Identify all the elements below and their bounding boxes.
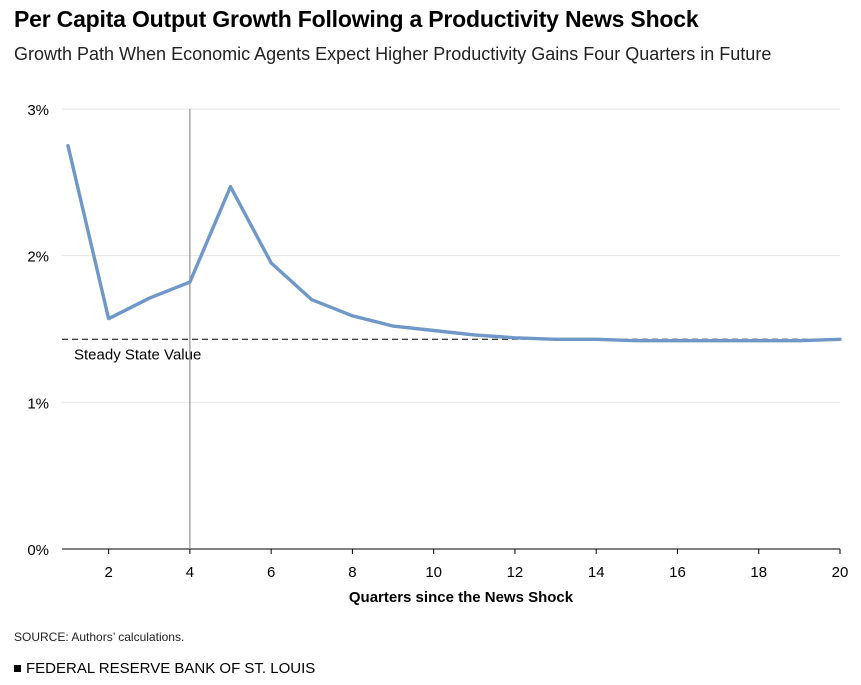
x-tick-label: 10 — [425, 564, 442, 581]
chart-title: Per Capita Output Growth Following a Pro… — [14, 6, 699, 32]
y-tick-label: 3% — [27, 102, 49, 119]
x-tick-label: 20 — [832, 564, 849, 581]
reference-lines: Steady State Value — [62, 109, 840, 549]
line-chart: 0% 1% 2% 3% 2 4 6 8 10 12 14 16 18 20 Steady State V… — [27, 102, 848, 606]
footer-label: FEDERAL RESERVE BANK OF ST. LOUIS — [26, 660, 316, 677]
x-tick-label: 8 — [348, 564, 356, 581]
footer-square-icon — [14, 664, 21, 672]
x-tick-label: 6 — [267, 564, 275, 581]
y-axis-ticks: 0% 1% 2% 3% — [27, 102, 49, 559]
x-tick-label: 16 — [669, 564, 686, 581]
series-layer — [66, 143, 842, 343]
footer: FEDERAL RESERVE BANK OF ST. LOUIS — [14, 660, 315, 677]
y-tick-label: 2% — [27, 249, 49, 266]
source-note: SOURCE: Authors’ calculations. — [14, 630, 185, 644]
x-tick-label: 12 — [507, 564, 524, 581]
gridlines — [62, 108, 840, 550]
x-tick-label: 4 — [186, 564, 194, 581]
x-tick-label: 14 — [588, 564, 605, 581]
x-axis-label: Quarters since the News Shock — [349, 589, 574, 606]
growth-series-line — [66, 143, 842, 343]
chart-subtitle: Growth Path When Economic Agents Expect … — [14, 44, 772, 64]
y-tick-label: 0% — [27, 542, 49, 559]
steady-state-label: Steady State Value — [74, 346, 201, 363]
x-tick-label: 2 — [104, 564, 112, 581]
y-tick-label: 1% — [27, 395, 49, 412]
x-axis-ticks: 2 4 6 8 10 12 14 16 18 20 — [104, 549, 848, 581]
x-tick-label: 18 — [750, 564, 767, 581]
